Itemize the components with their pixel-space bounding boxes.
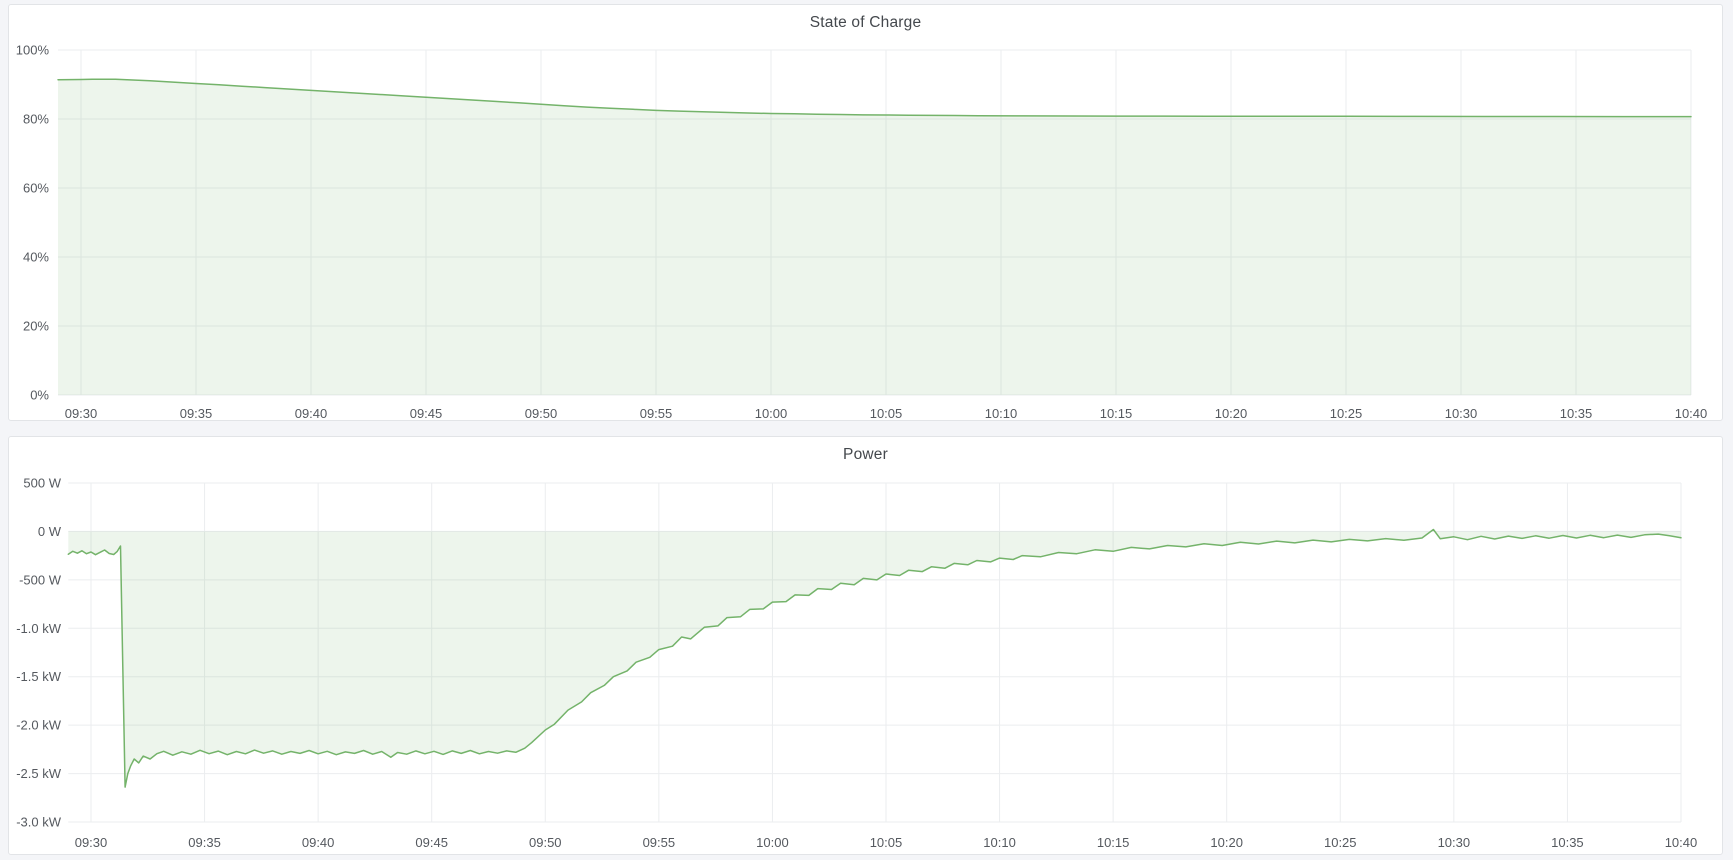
x-axis-tick-label: 09:45 (415, 835, 448, 850)
y-axis-tick-label: -1.0 kW (16, 621, 62, 636)
y-axis-tick-label: -2.0 kW (16, 718, 62, 733)
x-axis-tick-label: 10:05 (870, 406, 903, 420)
x-axis-tick-label: 10:35 (1560, 406, 1593, 420)
y-axis-tick-label: 40% (23, 250, 49, 265)
x-axis-tick-label: 10:10 (985, 406, 1018, 420)
x-axis-tick-label: 10:00 (755, 406, 788, 420)
series-line (67, 528, 1682, 788)
y-axis-tick-label: 20% (23, 319, 49, 334)
x-axis-tick-label: 10:20 (1210, 835, 1243, 850)
x-axis-tick-label: 09:50 (529, 835, 562, 850)
x-axis-tick-label: 10:05 (870, 835, 903, 850)
x-axis-tick-label: 10:40 (1665, 835, 1698, 850)
x-axis-tick-label: 10:15 (1100, 406, 1133, 420)
y-axis-tick-label: 500 W (23, 476, 61, 491)
x-axis-tick-label: 09:55 (643, 835, 676, 850)
x-axis-tick-label: 10:25 (1324, 835, 1357, 850)
x-axis-tick-label: 09:50 (525, 406, 558, 420)
y-axis-tick-label: 80% (23, 112, 49, 127)
x-axis-tick-label: 10:15 (1097, 835, 1130, 850)
y-axis-tick-label: -500 W (19, 572, 62, 587)
y-axis-tick-label: 0 W (38, 524, 62, 539)
series-line (57, 78, 1692, 118)
x-axis-tick-label: 09:40 (302, 835, 335, 850)
x-axis-tick-label: 09:40 (295, 406, 328, 420)
x-axis-tick-label: 09:30 (75, 835, 108, 850)
y-axis-tick-label: 0% (30, 388, 49, 403)
x-axis-tick-label: 10:30 (1445, 406, 1478, 420)
x-axis-tick-label: 10:10 (983, 835, 1016, 850)
power-chart-canvas[interactable]: 500 W 0 W -500 W -1.0 kW -1.5 kW -2.0 kW -2.5 … (9, 437, 1722, 854)
x-axis-tick-label: 10:30 (1438, 835, 1471, 850)
x-axis-tick-label: 09:55 (640, 406, 673, 420)
x-axis-tick-label: 10:25 (1330, 406, 1363, 420)
y-axis-tick-label: -1.5 kW (16, 669, 62, 684)
x-axis-tick-label: 09:45 (410, 406, 443, 420)
series-area-fill (68, 529, 1681, 788)
x-axis-tick-label: 10:00 (756, 835, 789, 850)
soc-panel: State of Charge 100% 80% 60% 40% 20% 0% 09:30 0… (8, 4, 1723, 421)
y-axis-tick-label: -3.0 kW (16, 815, 62, 830)
x-axis-tick-label: 09:35 (180, 406, 213, 420)
x-axis-tick-label: 10:20 (1215, 406, 1248, 420)
y-axis-tick-label: -2.5 kW (16, 766, 62, 781)
x-axis-tick-label: 10:40 (1675, 406, 1708, 420)
x-axis-tick-label: 09:30 (65, 406, 98, 420)
series-area-fill (58, 79, 1691, 395)
y-axis-tick-label: 60% (23, 181, 49, 196)
x-axis-tick-label: 10:35 (1551, 835, 1584, 850)
x-axis-tick-label: 09:35 (188, 835, 221, 850)
soc-chart-canvas[interactable]: 100% 80% 60% 40% 20% 0% 09:30 09:35 09:40 09:45 09… (9, 5, 1722, 421)
y-axis-tick-label: 100% (16, 43, 50, 58)
